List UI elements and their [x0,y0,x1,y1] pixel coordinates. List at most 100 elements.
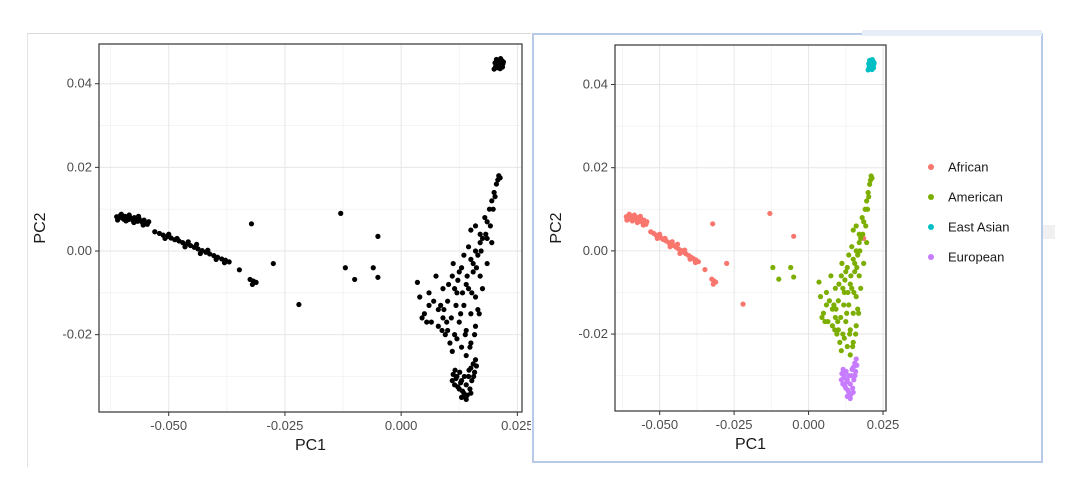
data-point-american [454,290,460,296]
data-point-european [471,373,477,380]
data-point-american [440,286,446,292]
data-point-african [674,241,681,247]
y-tick-label: -0.02 [578,326,608,341]
data-point-american [776,276,782,282]
legend-key-african [928,164,934,170]
data-point-african [767,210,773,217]
data-point-american [846,302,852,308]
data-point-american [840,285,846,291]
data-point-american [847,281,853,287]
data-point-american [465,244,472,250]
data-point-american [834,331,840,337]
data-point-european [853,356,859,362]
x-tick-label: -0.050 [641,417,678,432]
data-point-african [644,219,650,225]
plot-border [614,44,887,412]
data-point-african [226,259,232,265]
legend-key-european [928,254,934,260]
data-point-american [482,214,488,221]
data-point-east-asian [871,61,877,68]
data-point-african [194,241,200,247]
data-point-european [463,396,469,403]
data-point-american [419,315,425,321]
data-point-american [850,343,856,350]
data-point-african [197,250,203,257]
x-tick-label: 0.025 [867,417,900,432]
data-point-american [829,306,835,312]
y-tick-label: 0.04 [67,76,92,91]
data-point-african [248,221,255,227]
data-point-european [461,373,467,380]
data-point-american [854,264,860,271]
data-point-american [847,352,853,358]
data-point-american [489,240,495,246]
data-point-african [123,218,129,224]
data-point-american [864,206,871,212]
data-point-american [497,175,503,181]
data-point-african [791,233,797,239]
data-point-american [860,231,866,237]
data-point-american [823,302,830,308]
background-fragment-top [862,30,1042,36]
data-point-american [431,298,437,304]
data-point-american [850,339,856,345]
data-point-american [461,302,467,308]
data-point-american [459,290,466,296]
data-point-american [447,340,453,346]
data-point-african [182,244,188,250]
data-point-american [850,227,856,233]
data-point-african [195,246,201,252]
data-point-american [465,286,472,292]
data-point-american [844,343,850,350]
data-points [114,56,507,403]
data-point-american [478,248,484,254]
data-point-european [852,373,858,379]
data-point-european [844,379,850,385]
data-point-african [634,219,640,226]
data-point-european [843,368,849,375]
data-point-american [823,289,830,296]
data-point-african [338,210,344,216]
data-point-european [842,383,848,389]
data-point-american [847,331,853,337]
data-point-american [477,273,483,279]
data-point-african [624,217,630,223]
legend-key-american [928,194,934,200]
data-point-european [849,366,855,373]
data-point-european [466,367,472,373]
data-point-american [461,252,467,258]
data-point-european [850,385,856,391]
plot-panel-left: -0.050 -0.025 0.000 0.025 -0.02 0.00 0.02 0.04 P… [27,33,531,467]
data-point-american [470,269,476,275]
data-point-african [270,260,276,267]
data-point-american [849,244,855,250]
data-point-american [791,274,797,280]
data-point-american [829,323,835,329]
data-point-african [669,239,675,245]
data-point-african [213,256,219,262]
data-point-african [484,235,490,242]
data-point-american [856,310,862,316]
data-point-american [435,323,441,329]
data-point-american [342,265,348,271]
data-point-american [454,336,460,342]
data-point-american [858,235,864,241]
pca-scatter-by-population: -0.050 -0.025 0.000 0.025 -0.02 0.00 0.02 0.04 P… [548,44,1009,453]
data-point-american [869,175,875,181]
data-point-american [820,310,827,316]
data-point-american [464,273,470,279]
data-point-american [847,327,853,333]
data-point-european [450,371,456,377]
data-point-american [433,273,439,279]
data-point-american [819,314,825,321]
data-point-african [692,259,699,266]
data-point-american [486,206,493,212]
data-point-american [456,319,462,325]
data-point-american [853,331,859,337]
data-point-american [856,231,862,237]
data-point-american [479,235,486,242]
data-point-american [473,265,480,271]
data-point-american [417,294,423,300]
data-point-african [629,218,635,224]
data-point-european [458,380,464,386]
